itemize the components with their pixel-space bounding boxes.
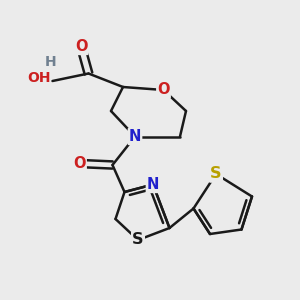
Text: O: O <box>157 82 170 98</box>
Text: OH: OH <box>28 71 51 85</box>
Text: O: O <box>75 39 87 54</box>
Text: H: H <box>45 55 57 68</box>
Text: S: S <box>132 232 144 247</box>
Text: S: S <box>210 167 222 182</box>
Text: O: O <box>73 156 86 171</box>
Text: N: N <box>147 177 159 192</box>
Text: N: N <box>129 129 141 144</box>
